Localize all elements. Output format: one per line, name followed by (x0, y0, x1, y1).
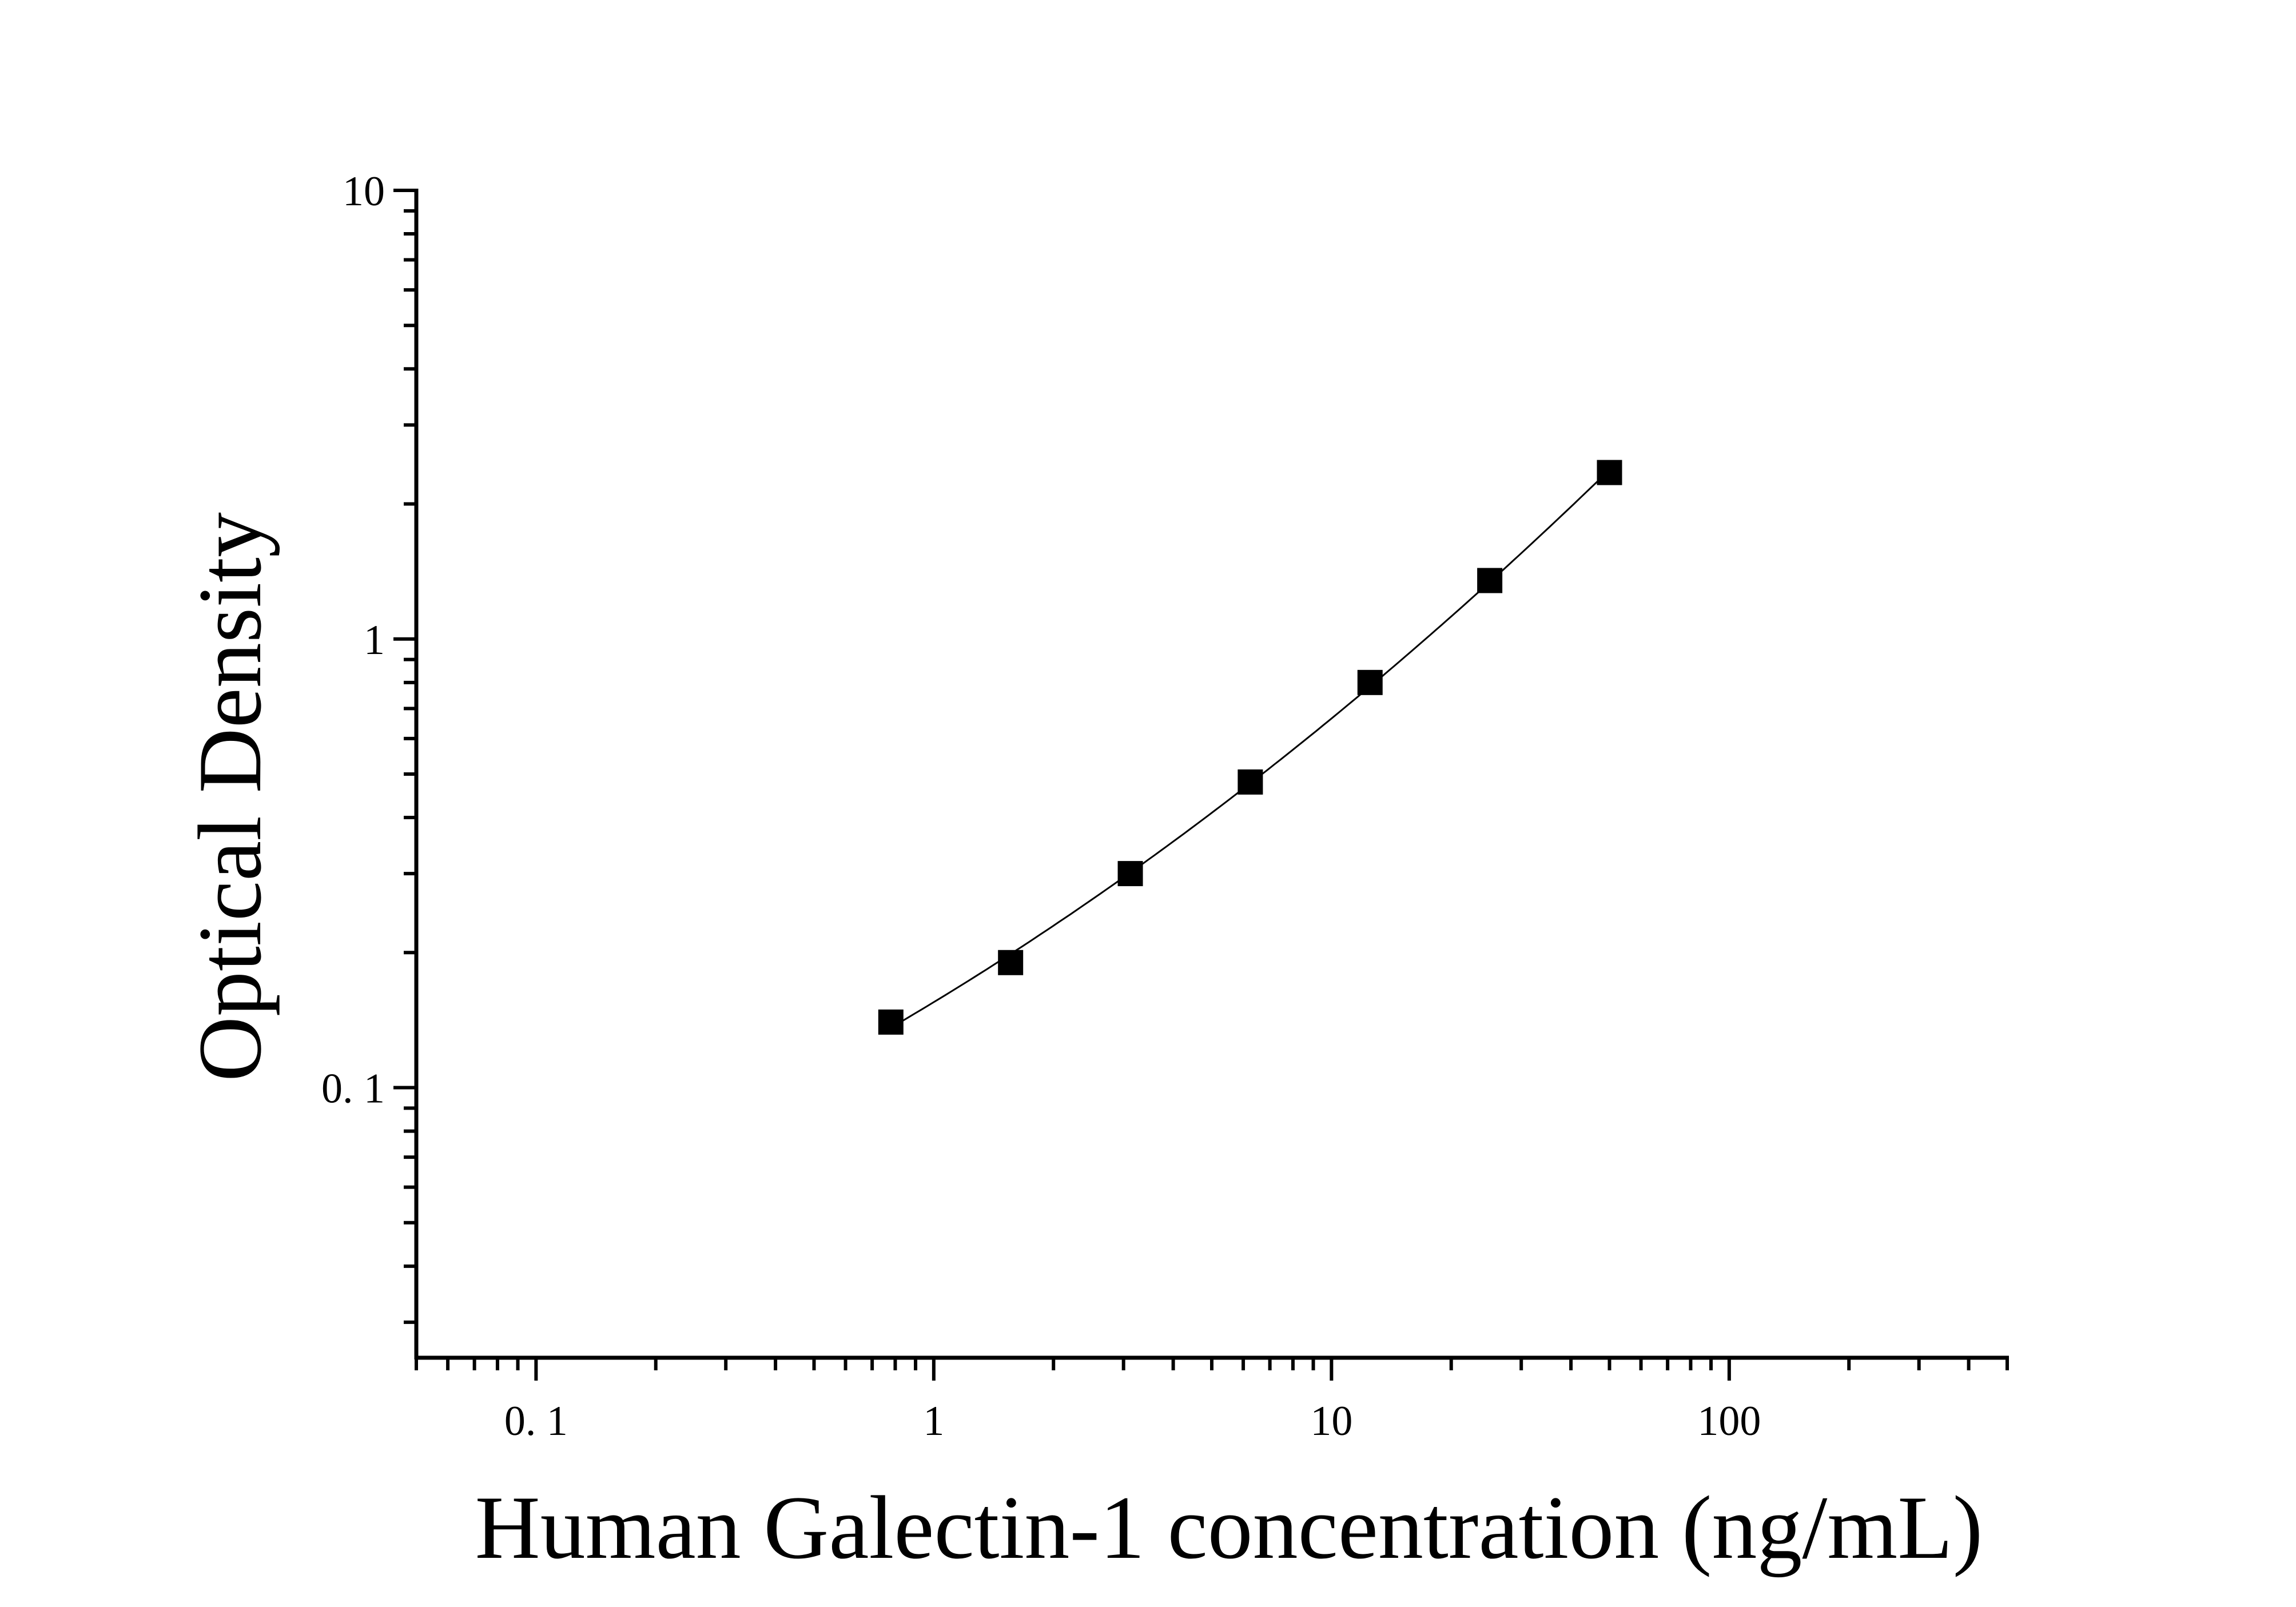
y-axis-ticks (393, 189, 416, 1324)
x-axis-ticks (415, 1358, 2009, 1381)
x-tick-label: 0. 1 (504, 1398, 568, 1445)
fit-curve (890, 469, 1610, 1028)
data-point (1237, 769, 1263, 795)
y-axis-title: Optical Density (180, 512, 280, 1082)
x-tick-label: 1 (923, 1398, 944, 1445)
data-point (1597, 460, 1622, 485)
x-tick-label: 100 (1697, 1398, 1761, 1445)
x-tick-label: 10 (1310, 1398, 1352, 1445)
data-point (878, 1009, 904, 1035)
y-tick-label: 10 (343, 168, 385, 215)
x-tick-labels: 0. 1 1 10 100 (504, 1398, 1761, 1445)
data-point (1357, 669, 1383, 695)
y-tick-label: 0. 1 (321, 1066, 385, 1112)
data-point (998, 950, 1024, 975)
data-points (878, 460, 1622, 1035)
y-tick-labels: 0. 1 1 10 (321, 168, 385, 1112)
data-point (1477, 568, 1503, 593)
data-point (1117, 861, 1143, 887)
y-tick-label: 1 (364, 617, 385, 664)
x-axis-title: Human Galectin-1 concentration (ng/mL) (475, 1478, 1983, 1578)
